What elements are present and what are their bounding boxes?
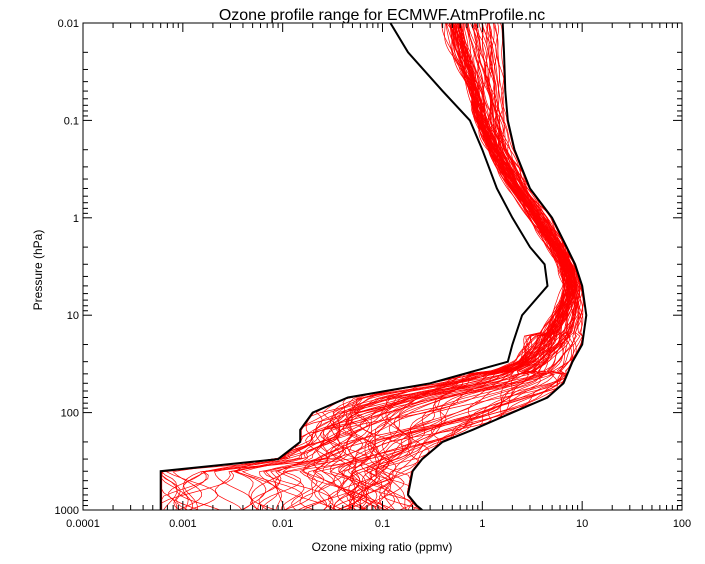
y-tick-label: 1000 [55,505,79,517]
ozone-profile-line [182,23,566,510]
plot-area [82,22,683,511]
ozone-profile-line [313,23,572,510]
envelope-min-line [159,23,549,510]
ozone-profile-line [161,23,569,510]
y-axis: 0.01 0.1 1 10 100 1000 [55,18,682,517]
y-axis-label: Pressure (hPa) [31,230,45,311]
ozone-profile-line [348,23,580,510]
ozone-profile-line [274,23,576,510]
x-axis: 0.0001 0.001 0.01 0.1 1 10 100 [66,23,691,530]
y-tick-label: 1 [73,213,79,225]
x-tick-label: 10 [576,518,588,530]
ozone-profile-line [303,23,570,510]
ozone-profile-line [161,23,566,510]
y-tick-label: 10 [67,310,79,322]
ozone-profile-line [342,23,577,510]
ozone-profile-line [351,23,573,510]
ozone-profile-line [349,23,576,510]
ozone-profile-line [351,23,573,510]
ozone-profile-line [257,23,574,510]
ozone-profile-line [299,23,568,510]
ozone-profile-line [361,23,575,510]
x-tick-label: 1 [479,518,485,530]
y-tick-label: 0.1 [64,115,79,127]
x-tick-label: 0.01 [272,518,293,530]
ozone-profile-line [215,23,571,510]
x-axis-label: Ozone mixing ratio (ppmv) [312,540,453,554]
x-tick-label: 0.001 [169,518,197,530]
ozone-profile-line [161,23,570,510]
ozone-profile-line [349,23,576,510]
ozone-profile-line [330,23,580,510]
y-tick-label: 0.01 [58,18,79,30]
envelope-max-line [406,23,588,510]
ozone-profile-line [183,23,570,510]
ozone-profile-line [235,23,574,510]
chart-title: Ozone profile range for ECMWF.AtmProfile… [219,7,545,24]
ozone-profile-line [338,23,578,510]
y-tick-label: 100 [61,408,79,420]
ozone-profile-line [233,23,573,510]
ozone-profile-line [262,23,570,510]
ozone-profile-line [161,23,565,510]
ozone-profile-line [407,23,580,510]
ozone-profile-line [306,23,573,510]
ozone-profile-line [160,23,566,510]
x-tick-label: 100 [673,518,691,530]
ozone-profile-line [214,23,565,510]
x-tick-label: 0.1 [375,518,390,530]
ozone-profile-line [161,23,569,510]
ozone-profile-line [374,23,580,510]
x-tick-label: 0.0001 [66,518,100,530]
